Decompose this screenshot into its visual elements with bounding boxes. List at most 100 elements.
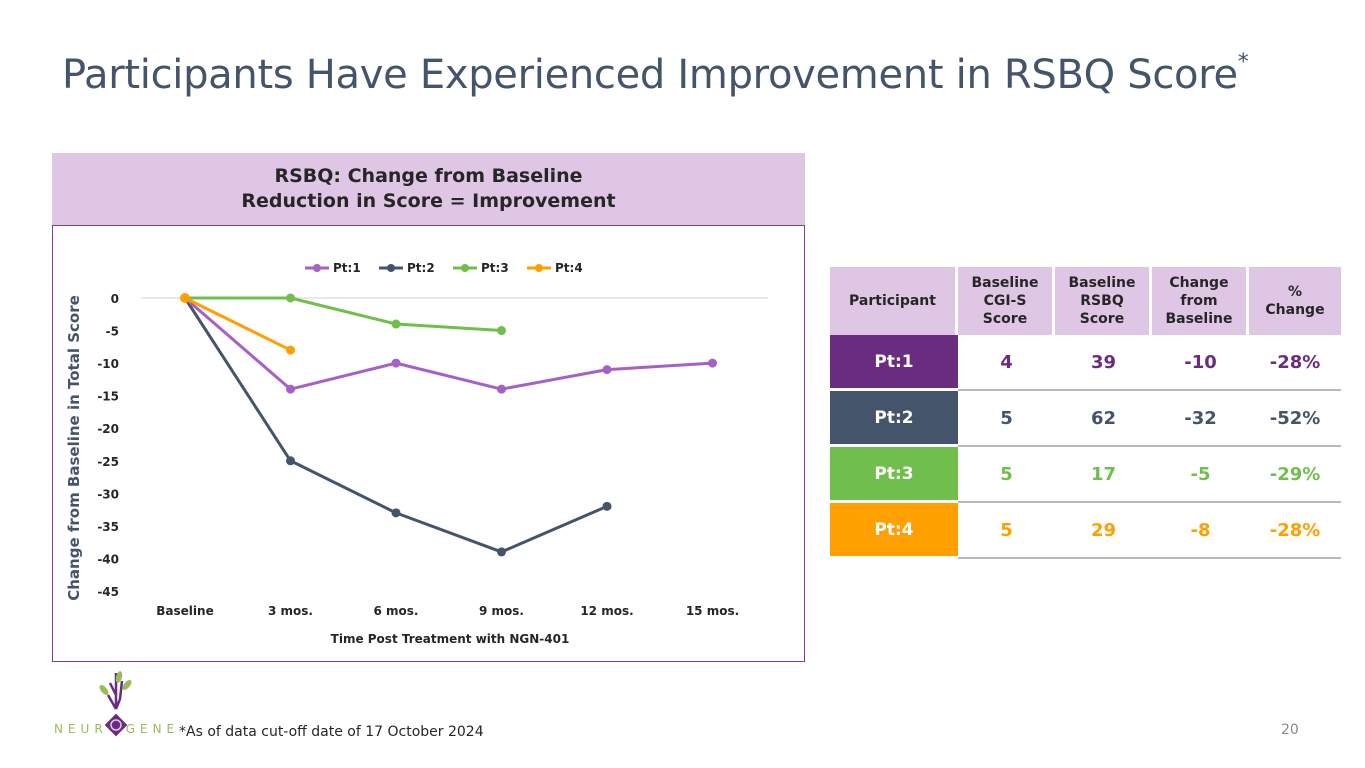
data-point: [391, 508, 401, 518]
series-line: [184, 296, 292, 352]
legend-item: Pt:2: [379, 261, 435, 275]
data-point: [180, 293, 190, 303]
table-row: Pt:3 5 17 -5 -29%: [830, 447, 1341, 503]
column-header: Change from Baseline: [1152, 267, 1249, 335]
slide-title-text: Participants Have Experienced Improvemen…: [62, 52, 1238, 98]
y-tick-label: -45: [97, 585, 119, 599]
participant-cell: Pt:3: [830, 447, 958, 503]
x-tick-label: 9 mos.: [479, 604, 524, 618]
y-axis-label: Change from Baseline in Total Score: [65, 295, 83, 601]
column-header-line: Baseline: [1068, 275, 1136, 291]
x-axis: Baseline 3 mos. 6 mos. 9 mos. 12 mos. 15 mos.: [156, 604, 739, 618]
page-number: 20: [1281, 722, 1299, 738]
data-point: [286, 456, 295, 466]
series-line: [184, 296, 713, 391]
column-header-line: CGI-S: [983, 293, 1027, 309]
column-header: % Change: [1249, 267, 1341, 335]
x-tick-label: 6 mos.: [374, 604, 419, 618]
data-point: [391, 319, 401, 329]
data-point: [286, 384, 295, 394]
column-header: Baseline RSBQ Score: [1055, 267, 1152, 335]
column-header-line: Change: [1265, 302, 1325, 318]
data-point: [497, 547, 506, 557]
slide-title: Participants Have Experienced Improvemen…: [62, 50, 1249, 98]
participant-cell: Pt:4: [830, 503, 958, 559]
data-point: [497, 326, 506, 336]
legend-item: Pt:4: [527, 261, 583, 275]
y-tick-label: -5: [106, 325, 119, 339]
cell-pct: -28%: [1249, 503, 1341, 559]
cell-change: -5: [1152, 447, 1249, 503]
y-tick-label: -30: [97, 487, 119, 501]
neurogene-logo-icon: [99, 671, 132, 737]
x-tick-label: 3 mos.: [268, 604, 313, 618]
legend-swatch-marker: [535, 264, 543, 272]
data-point: [602, 501, 612, 511]
series-line: [185, 296, 502, 333]
chart-panel: Pt:1 Pt:2 Pt:3 Pt:4 0 -5 -10 -15 -20 -25 -30 -35 -4…: [52, 225, 805, 662]
series-pt1: [180, 293, 717, 394]
data-point: [391, 358, 401, 368]
column-header-line: RSBQ: [1080, 293, 1124, 309]
title-footnote-marker: *: [1237, 50, 1249, 75]
y-tick-label: -25: [97, 455, 119, 469]
cell-cgi-s: 5: [958, 503, 1055, 559]
y-tick-label: -40: [97, 552, 119, 566]
participant-table: Participant Baseline CGI-S Score Baseline RSB…: [830, 267, 1341, 559]
chart-header-line2: Reduction in Score = Improvement: [241, 190, 616, 212]
legend-label: Pt:4: [555, 261, 583, 275]
chart-header: RSBQ: Change from Baseline Reduction in …: [52, 153, 805, 225]
legend-label: Pt:3: [481, 261, 509, 275]
column-header-line: Score: [1079, 311, 1125, 327]
cell-pct: -52%: [1249, 391, 1341, 447]
cell-change: -8: [1152, 503, 1249, 559]
y-tick-label: 0: [111, 292, 119, 306]
x-tick-label: Baseline: [156, 604, 213, 618]
cell-cgi-s: 5: [958, 447, 1055, 503]
table-row: Pt:4 5 29 -8 -28%: [830, 503, 1341, 559]
column-header-line: Score: [982, 311, 1028, 327]
x-axis-label: Time Post Treatment with NGN-401: [331, 632, 570, 646]
column-header: Participant: [830, 267, 958, 335]
cell-change: -10: [1152, 335, 1249, 391]
data-point: [602, 365, 612, 375]
cell-rsbq: 17: [1055, 447, 1152, 503]
legend-label: Pt:2: [407, 261, 435, 275]
logo-text-left: NEUR: [54, 722, 108, 736]
table-row: Pt:1 4 39 -10 -28%: [830, 335, 1341, 391]
cell-rsbq: 39: [1055, 335, 1152, 391]
cell-rsbq: 29: [1055, 503, 1152, 559]
y-tick-label: -15: [97, 390, 119, 404]
x-tick-label: 12 mos.: [580, 604, 633, 618]
cell-change: -32: [1152, 391, 1249, 447]
line-chart: Pt:1 Pt:2 Pt:3 Pt:4 0 -5 -10 -15 -20 -25 -30 -35 -4…: [65, 261, 768, 646]
data-point: [497, 384, 506, 394]
x-tick-label: 15 mos.: [686, 604, 739, 618]
table-row: Pt:2 5 62 -32 -52%: [830, 391, 1341, 447]
column-header: Baseline CGI-S Score: [958, 267, 1055, 335]
legend-label: Pt:1: [333, 261, 361, 275]
chart-series: [180, 293, 717, 557]
column-header-line: Change: [1169, 275, 1229, 291]
legend-item: Pt:3: [453, 261, 509, 275]
cell-cgi-s: 4: [958, 335, 1055, 391]
legend-item: Pt:1: [305, 261, 361, 275]
chart-header-line1: RSBQ: Change from Baseline: [274, 165, 583, 187]
legend-swatch-marker: [387, 264, 395, 272]
y-axis: 0 -5 -10 -15 -20 -25 -30 -35 -40 -45: [97, 292, 768, 599]
data-point: [286, 345, 295, 355]
data-point: [708, 358, 717, 368]
y-tick-label: -35: [97, 520, 119, 534]
legend-swatch-marker: [461, 264, 469, 272]
cell-rsbq: 62: [1055, 391, 1152, 447]
logo-text: NEUR GENE: [54, 722, 179, 736]
series-pt2: [180, 293, 612, 557]
column-header-line: Participant: [849, 293, 936, 309]
y-tick-label: -20: [97, 422, 119, 436]
chart-legend: Pt:1 Pt:2 Pt:3 Pt:4: [305, 261, 583, 275]
table-header-row: Participant Baseline CGI-S Score Baseline RSB…: [830, 267, 1341, 335]
cell-cgi-s: 5: [958, 391, 1055, 447]
cell-pct: -29%: [1249, 447, 1341, 503]
footnote: *As of data cut-off date of 17 October 2…: [179, 724, 484, 740]
column-header-line: Baseline: [971, 275, 1039, 291]
